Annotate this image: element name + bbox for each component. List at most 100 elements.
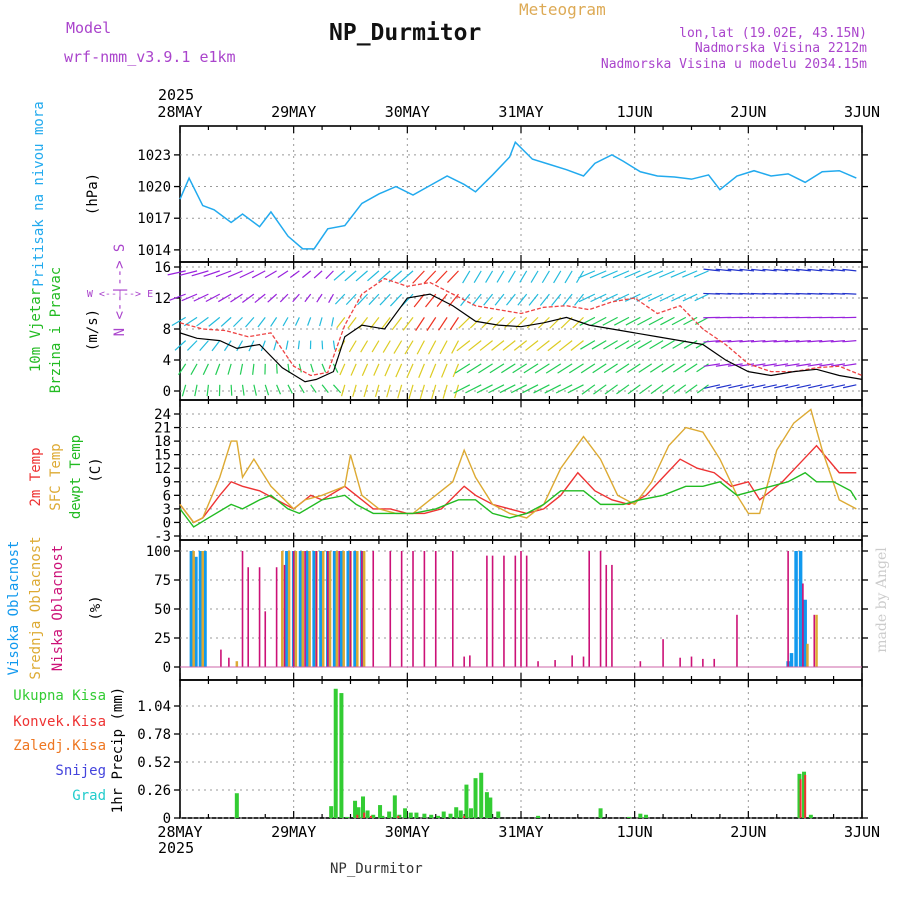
x-tick-label-top: 1JUN [617,103,653,121]
low-cloud-bar [247,567,249,667]
wind-arrow [242,293,255,303]
wind-arrow [419,384,425,400]
wind-arrow [174,340,187,351]
wind-arrow [501,363,516,374]
total-precip-bar [479,772,484,818]
temp-unit-label: (C) [88,457,104,482]
x-tick-label-bottom: 30MAY [385,823,430,841]
wind-arrow [458,316,471,329]
total-precip-bar [638,813,643,818]
wind-arrow [169,293,186,301]
wind-arrow [373,363,380,376]
low-cloud-bar [283,564,286,667]
wind-arrow [347,317,357,329]
mid-cloud-bar [321,551,325,667]
wind-arrow [363,384,369,398]
wind-arrow [784,363,800,367]
wind-arrow [208,316,221,327]
wind-arrow [819,363,834,367]
low-cloud-bar [264,611,267,667]
pressure-axis-label: Pritisak na nivou mora [31,101,47,286]
wind-arrow [384,363,391,377]
wind-arrow [590,316,607,326]
wind-arrow [321,363,327,373]
wind-arrow [553,270,562,284]
wind-arrow [491,340,505,351]
x-tick-label-bottom: 28MAY [157,823,202,841]
wind-arrow [819,340,834,343]
wind-arrow [193,293,209,302]
wind-arrow [683,316,698,326]
wind-arrow [592,363,607,374]
wind-arrow [302,270,312,279]
y-tick-label: 25 [154,631,171,647]
mid-cloud-bar [806,643,809,667]
wind-arrow [181,384,187,397]
wind-arrow [683,340,698,349]
total-precip-bar [797,773,802,818]
x-tick-label-top: 29MAY [271,103,316,121]
wind-arrow [465,384,482,394]
wind-arrow [418,363,425,378]
lonlat-label: lon,lat (19.02E, 43.15N) [679,26,867,41]
low-cloud-bar [326,551,329,667]
wind-arrow [580,340,596,350]
wind-arrow [807,363,823,367]
wind-arrow [485,270,494,283]
year-label-top: 2025 [158,86,194,104]
low-cloud-bar [372,551,375,667]
wind-arrow [819,384,834,389]
low-cloud-bar [349,551,352,667]
total-precip-bar [397,814,402,818]
low-cloud-bar [412,551,414,667]
y-tick-label: 16 [154,260,171,276]
wind-arrow [558,340,573,352]
x-tick-label-top: 30MAY [385,103,430,121]
wind-arrow [230,293,243,303]
y-tick-label: 1.04 [137,699,171,715]
wind-arrow [260,340,266,352]
low-cloud-bar [423,551,426,667]
wind-arrow [544,384,562,394]
wind-gust-line [179,277,863,377]
wind-arrow [348,340,357,353]
page-title: NP_Durmitor [329,20,482,46]
y-tick-label: 100 [146,544,171,560]
wind-arrow [264,384,270,396]
wind-arrow [684,363,698,373]
wind-arrow [612,270,630,279]
wind-arrow [589,270,607,279]
y-tick-label: 1014 [137,243,171,259]
wind-arrow [807,268,823,272]
wind-arrow [304,293,312,303]
wind-arrow [339,363,346,376]
wind-arrow [513,340,528,351]
total-precip-bar [468,808,473,818]
y-tick-label: 0 [163,660,171,676]
wind-arrow [580,363,596,374]
wind-arrow [190,363,198,375]
wind-arrow [614,316,630,326]
low-cloud-bar [525,555,528,667]
total-precip-bar [488,797,493,818]
wind-arrow [545,363,562,374]
mid-cloud-bar [287,551,291,667]
t2m-line [179,444,857,524]
wind-arrow [478,363,493,374]
wind-arrow [785,384,800,389]
wind-arrow [762,340,777,343]
wind-arrow [704,384,721,389]
wind-arrow [716,384,732,389]
wind-arrow [267,293,278,303]
y-tick-label: 1020 [137,180,171,196]
wind-arrow [572,316,584,329]
wind-arrow [637,316,652,326]
wind-arrow [252,363,255,375]
wind-arrow [650,384,664,395]
wind-arrow [523,363,539,374]
wind-arrow [227,363,232,375]
wind-arrow [590,293,607,303]
wind-arrow [241,384,245,396]
wind-arrow [533,384,550,394]
legend-snow: Snijeg [55,763,106,779]
